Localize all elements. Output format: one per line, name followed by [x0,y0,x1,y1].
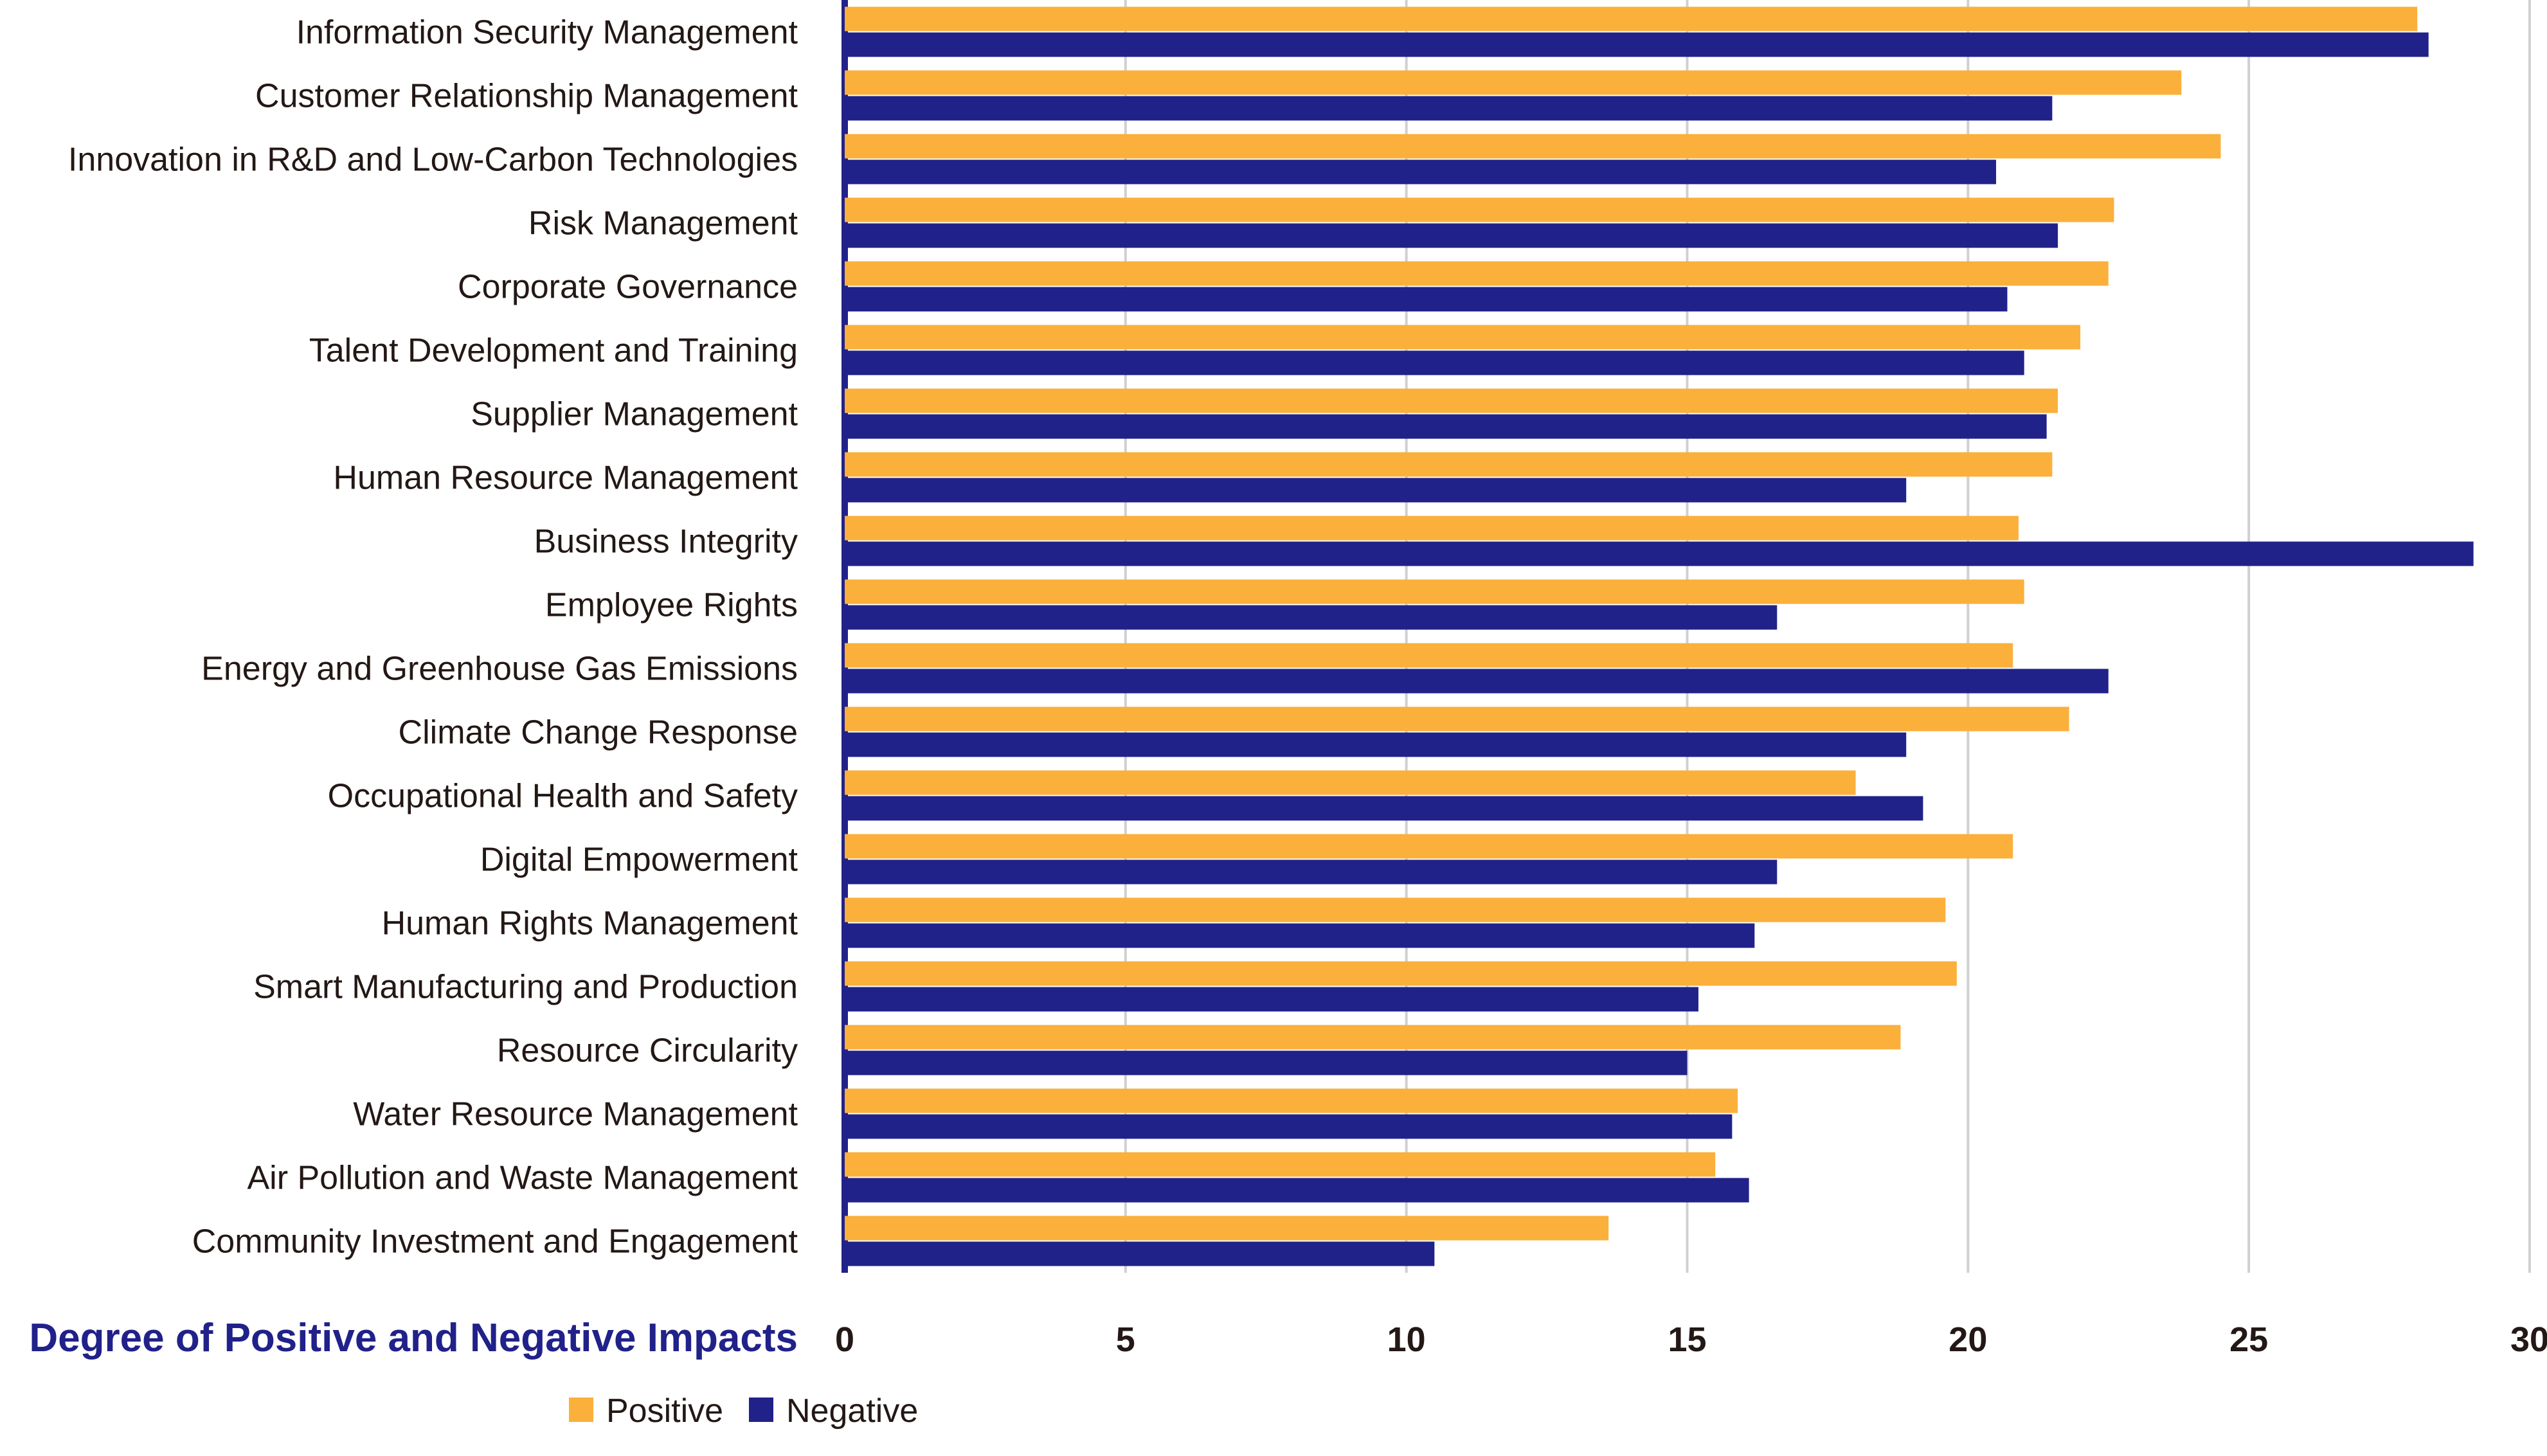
bar-positive [845,388,2058,413]
bar-negative [845,796,1923,821]
category-label: Corporate Governance [458,269,798,306]
x-tick-label: 5 [1116,1320,1135,1359]
bar-negative [845,923,1755,948]
x-axis-title: Degree of Positive and Negative Impacts [29,1316,798,1360]
bar-positive [845,1088,1738,1113]
bar-negative [845,414,2047,439]
bar-positive [845,261,2109,286]
bar-positive [845,70,2182,95]
bar-negative [845,1050,1688,1075]
bar-positive [845,197,2114,222]
bar-negative [845,32,2429,57]
legend-label: Negative [786,1392,918,1430]
bar-positive [845,961,1957,986]
bar-negative [845,96,2053,121]
category-label: Innovation in R&D and Low-Carbon Technol… [68,141,798,179]
category-label: Customer Relationship Management [255,78,798,115]
x-tick-label: 15 [1668,1320,1706,1359]
bar-positive [845,643,2013,668]
category-label: Business Integrity [534,523,798,561]
x-tick-label: 30 [2510,1320,2547,1359]
category-label: Human Rights Management [382,905,798,942]
category-label: Human Resource Management [333,460,798,497]
gridlines [842,0,2531,1273]
bar-negative [845,350,2024,375]
x-tick-label: 25 [2229,1320,2268,1359]
bar-negative [845,478,1907,503]
bar-negative [845,669,2109,694]
bar-positive [845,897,1946,922]
bars [845,6,2474,1266]
category-label: Talent Development and Training [309,332,798,370]
bar-negative [845,1241,1435,1266]
category-label: Occupational Health and Safety [328,778,798,815]
x-tick-label: 20 [1949,1320,1987,1359]
legend-label: Positive [606,1392,723,1430]
bar-positive [845,770,1856,795]
bar-positive [845,1216,1609,1241]
category-label: Employee Rights [545,587,798,624]
bar-negative [845,541,2474,566]
bar-positive [845,706,2069,732]
legend-swatch-positive [569,1398,593,1422]
bar-positive [845,134,2221,159]
category-label: Information Security Management [296,14,798,51]
category-label: Water Resource Management [353,1096,798,1133]
bar-positive [845,6,2418,31]
bar-positive [845,1025,1901,1050]
bar-negative [845,732,1907,757]
bar-negative [845,987,1698,1012]
bar-negative [845,1178,1749,1203]
legend: Positive Negative [569,1392,918,1430]
category-label: Air Pollution and Waste Management [247,1160,798,1197]
category-label: Risk Management [528,205,798,242]
category-label: Supplier Management [471,396,798,433]
legend-swatch-negative [749,1398,773,1422]
category-label: Resource Circularity [497,1032,798,1070]
category-label: Smart Manufacturing and Production [253,969,798,1006]
bar-negative [845,1114,1733,1139]
category-label: Energy and Greenhouse Gas Emissions [201,651,798,688]
bar-positive [845,516,2019,541]
bar-positive [845,325,2081,350]
category-label: Climate Change Response [399,714,798,751]
category-label: Digital Empowerment [480,841,798,879]
category-labels: Information Security Management Customer … [68,14,798,1261]
bar-positive [845,579,2024,604]
x-tick-labels: 0 5 10 15 20 25 30 [835,1320,2547,1359]
bar-positive [845,1152,1716,1177]
bar-negative [845,159,1997,184]
bar-negative [845,859,1778,885]
bar-positive [845,834,2013,859]
x-tick-label: 10 [1387,1320,1426,1359]
bar-negative [845,223,2058,248]
bar-negative [845,287,2008,312]
bar-positive [845,452,2053,477]
category-label: Community Investment and Engagement [192,1223,798,1261]
bar-negative [845,605,1778,630]
x-tick-label: 0 [835,1320,854,1359]
